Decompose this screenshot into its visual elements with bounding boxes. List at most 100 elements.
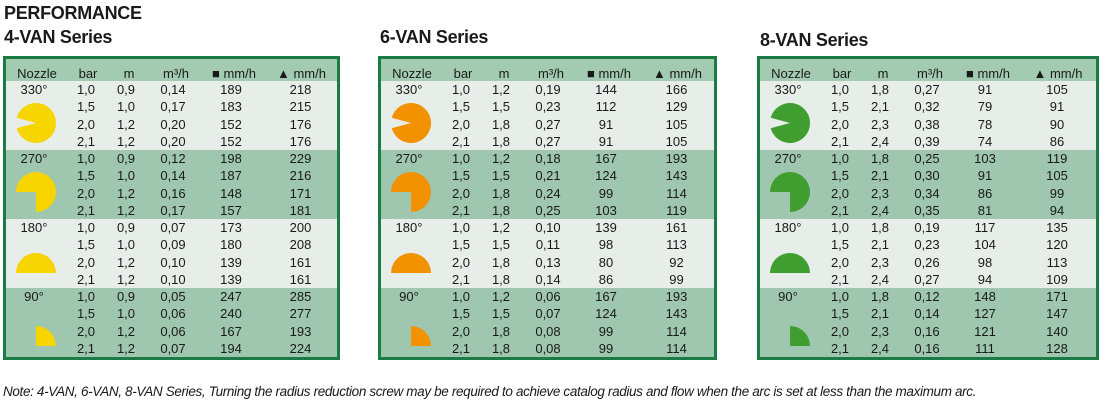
nozzle-arc-270-icon [391, 172, 431, 212]
flow-m3h: 0,27 [535, 133, 561, 149]
table-row: 2,1 1,8 0,08 99 114 [443, 340, 714, 357]
radius-m: 1,2 [491, 289, 511, 304]
triangle-precip: 90 [1049, 116, 1065, 132]
column-header: m [877, 66, 889, 81]
flow-m3h: 0,10 [535, 220, 561, 235]
radius-m: 1,0 [116, 99, 136, 115]
radius-m: 1,8 [491, 133, 511, 149]
nozzle-arc-label: 90° [778, 289, 798, 304]
square-precip: 98 [598, 237, 614, 253]
radius-m: 1,8 [870, 220, 890, 235]
table-row: 1,5 2,1 0,14 127 147 [822, 305, 1096, 322]
pressure-bar: 2,0 [76, 185, 96, 201]
nozzle-group: 270° 1,0 0,9 0,12 198 229 1,5 1,0 0,14 187 216 2,0 1… [6, 150, 337, 219]
square-precip: 99 [598, 185, 614, 201]
nozzle-arc-180-icon [770, 253, 810, 273]
radius-m: 1,2 [116, 271, 136, 287]
nozzle-arc-label: 180° [395, 220, 423, 235]
triangle-precip: 113 [1046, 254, 1068, 270]
nozzle-arc-label: 270° [20, 151, 48, 166]
triangle-precip: 161 [665, 220, 688, 235]
flow-m3h: 0,38 [914, 116, 940, 132]
flow-m3h: 0,07 [535, 306, 561, 322]
radius-m: 2,4 [870, 133, 890, 149]
radius-m: 1,5 [491, 99, 511, 115]
square-precip: 99 [598, 323, 614, 339]
flow-m3h: 0,25 [535, 202, 561, 218]
table-row: 1,5 1,0 0,17 183 215 [68, 98, 337, 115]
pressure-bar: 2,1 [830, 271, 850, 287]
square-precip: 124 [595, 168, 617, 184]
nozzle-group: 270° 1,0 1,8 0,25 103 119 1,5 2,1 0,30 91 105 2,0 2,… [760, 150, 1096, 219]
nozzle-group: 180° 1,0 1,2 0,10 139 161 1,5 1,5 0,11 98 113 2,0 1,… [381, 219, 714, 288]
flow-m3h: 0,27 [914, 271, 940, 287]
triangle-precip: 105 [1046, 168, 1068, 184]
square-precip: 86 [598, 271, 614, 287]
flow-m3h: 0,14 [914, 306, 940, 322]
flow-m3h: 0,24 [535, 185, 561, 201]
radius-m: 2,1 [870, 99, 890, 115]
flow-m3h: 0,08 [535, 323, 561, 339]
nozzle-cell: 330° [381, 81, 443, 150]
triangle-precip: 114 [666, 340, 687, 356]
triangle-precip: 105 [1046, 82, 1068, 97]
triangle-precip: 215 [289, 99, 312, 115]
flow-m3h: 0,39 [914, 133, 940, 149]
square-precip: 247 [220, 289, 242, 304]
radius-m: 1,5 [491, 237, 511, 253]
pressure-bar: 2,0 [76, 116, 96, 132]
radius-m: 2,3 [870, 116, 890, 132]
table-row: 2,1 2,4 0,35 81 94 [822, 202, 1096, 219]
pressure-bar: 1,0 [451, 82, 471, 97]
radius-m: 1,2 [116, 202, 136, 218]
triangle-precip: 143 [665, 306, 688, 322]
table-row: 2,1 2,4 0,27 94 109 [822, 271, 1096, 288]
table-header: Nozzle bar m m³/h ■ mm/h ▲ mm/h [381, 59, 714, 81]
triangle-precip: 105 [665, 116, 688, 132]
pressure-bar: 1,0 [76, 220, 96, 235]
flow-m3h: 0,25 [914, 151, 940, 166]
flow-m3h: 0,34 [914, 185, 940, 201]
pressure-bar: 1,5 [830, 237, 850, 253]
triangle-precip: 277 [289, 306, 312, 322]
nozzle-arc-label: 90° [24, 289, 44, 304]
triangle-precip: 224 [289, 340, 312, 356]
flow-m3h: 0,17 [160, 202, 186, 218]
table-row: 2,0 2,3 0,34 86 99 [822, 185, 1096, 202]
radius-m: 1,8 [870, 151, 890, 166]
square-precip: 91 [598, 116, 614, 132]
pressure-bar: 2,0 [830, 185, 850, 201]
radius-m: 1,2 [491, 82, 511, 97]
radius-m: 1,8 [491, 271, 511, 287]
pressure-bar: 1,5 [76, 99, 96, 115]
flow-m3h: 0,08 [535, 340, 561, 356]
flow-m3h: 0,16 [160, 185, 186, 201]
triangle-precip: 140 [1046, 323, 1068, 339]
triangle-precip: 119 [666, 202, 687, 218]
nozzle-arc-label: 270° [395, 151, 423, 166]
flow-m3h: 0,30 [914, 168, 940, 184]
nozzle-arc-label: 330° [395, 82, 423, 97]
pressure-bar: 1,0 [830, 82, 850, 97]
flow-m3h: 0,13 [535, 254, 561, 270]
pressure-bar: 1,5 [76, 237, 96, 253]
radius-m: 1,2 [116, 340, 136, 356]
table-row: 2,0 1,8 0,13 80 92 [443, 254, 714, 271]
table-row: 2,1 1,8 0,27 91 105 [443, 133, 714, 150]
square-precip: 139 [595, 220, 617, 235]
table-row: 1,0 1,8 0,19 117 135 [822, 219, 1096, 236]
nozzle-arc-label: 180° [20, 220, 48, 235]
flow-m3h: 0,35 [914, 202, 940, 218]
triangle-precip: 161 [289, 271, 312, 287]
flow-m3h: 0,19 [535, 82, 561, 97]
square-precip: 112 [595, 99, 617, 115]
flow-m3h: 0,14 [160, 168, 186, 184]
table-row: 2,0 1,2 0,16 148 171 [68, 185, 337, 202]
nozzle-group: 330° 1,0 0,9 0,14 189 218 1,5 1,0 0,17 183 215 2,0 1… [6, 81, 337, 150]
table-row: 1,0 1,2 0,18 167 193 [443, 150, 714, 167]
pressure-bar: 2,0 [451, 185, 471, 201]
triangle-precip: 193 [289, 323, 312, 339]
nozzle-arc-270-icon [770, 172, 810, 212]
square-precip: 74 [977, 133, 993, 149]
table-row: 2,0 1,8 0,08 99 114 [443, 323, 714, 340]
